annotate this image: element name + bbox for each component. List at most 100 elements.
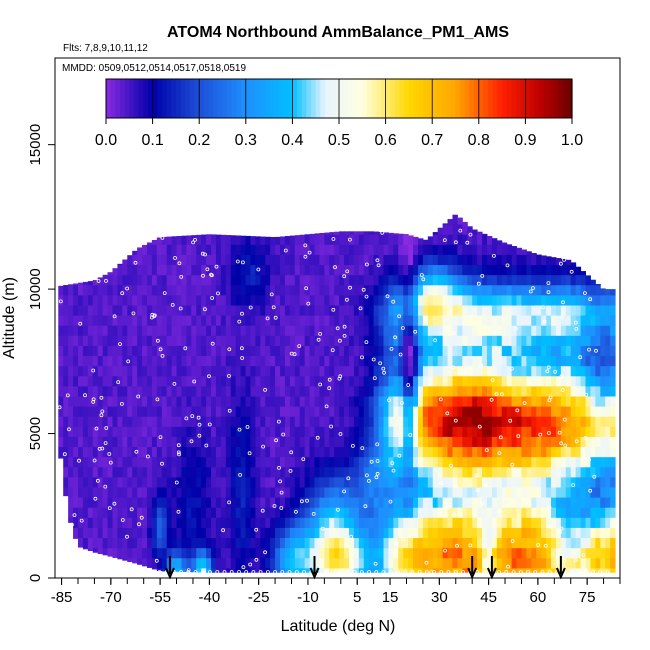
heatmap-cell bbox=[255, 294, 261, 306]
heatmap-cell bbox=[536, 547, 542, 559]
heatmap-cell bbox=[349, 446, 355, 458]
heatmap-cell bbox=[142, 487, 148, 498]
heatmap-cell bbox=[225, 385, 232, 397]
heatmap-cell bbox=[191, 547, 197, 559]
heatmap-cell bbox=[201, 284, 207, 296]
heatmap-cell bbox=[314, 244, 320, 255]
sample-point bbox=[256, 267, 261, 272]
heatmap-cell bbox=[383, 264, 389, 276]
heatmap-cell bbox=[245, 497, 251, 508]
heatmap-cell bbox=[186, 557, 192, 569]
heatmap-cell bbox=[117, 345, 123, 357]
heatmap-cell bbox=[240, 487, 247, 498]
heatmap-cell bbox=[211, 527, 217, 539]
heatmap-cell bbox=[496, 476, 503, 488]
heatmap-cell bbox=[265, 335, 271, 346]
heatmap-cell bbox=[393, 345, 399, 357]
heatmap-cell bbox=[383, 274, 389, 286]
heatmap-cell bbox=[413, 365, 419, 377]
colorbar-segment bbox=[497, 79, 503, 118]
sample-point bbox=[584, 392, 589, 397]
heatmap-cell bbox=[260, 476, 266, 488]
heatmap-cell bbox=[191, 235, 197, 245]
heatmap-cell bbox=[349, 315, 355, 326]
heatmap-cell bbox=[284, 396, 291, 407]
sample-point bbox=[216, 291, 220, 296]
heatmap-cell bbox=[373, 476, 380, 488]
heatmap-cell bbox=[245, 254, 251, 266]
heatmap-cell bbox=[314, 547, 320, 559]
heatmap-cell bbox=[506, 547, 513, 559]
heatmap-cell bbox=[215, 476, 222, 488]
heatmap-cell bbox=[304, 234, 311, 245]
heatmap-cell bbox=[373, 375, 380, 387]
colorbar-tick-label: 0.4 bbox=[281, 132, 303, 149]
heatmap-cell bbox=[304, 557, 311, 569]
heatmap-cell bbox=[388, 355, 394, 367]
heatmap-cell bbox=[521, 456, 527, 468]
sample-point bbox=[594, 348, 598, 353]
heatmap-cell bbox=[393, 567, 399, 573]
sample-point bbox=[227, 347, 232, 352]
heatmap-cell bbox=[501, 406, 508, 417]
heatmap-cell bbox=[467, 557, 473, 569]
heatmap-cell bbox=[299, 355, 306, 367]
heatmap-cell bbox=[516, 567, 522, 573]
heatmap-cell bbox=[511, 517, 518, 528]
heatmap-cell bbox=[275, 335, 281, 346]
heatmap-cell bbox=[565, 426, 572, 437]
heatmap-cell bbox=[541, 446, 547, 458]
heatmap-cell bbox=[235, 446, 242, 458]
heatmap-cell bbox=[595, 537, 601, 549]
sample-point bbox=[541, 305, 545, 310]
heatmap-cell bbox=[275, 527, 281, 539]
heatmap-cell bbox=[447, 219, 453, 225]
heatmap-cell bbox=[349, 487, 355, 498]
heatmap-cell bbox=[314, 557, 320, 569]
sample-point bbox=[331, 307, 336, 312]
heatmap-cell bbox=[260, 446, 266, 458]
heatmap-cell bbox=[255, 375, 261, 387]
heatmap-cell bbox=[186, 507, 192, 518]
heatmap-cell bbox=[82, 527, 89, 539]
heatmap-cell bbox=[284, 416, 291, 427]
heatmap-cell bbox=[565, 436, 572, 448]
heatmap-cell bbox=[477, 375, 483, 387]
heatmap-cell bbox=[531, 507, 537, 518]
sample-point bbox=[505, 263, 510, 268]
heatmap-cell bbox=[560, 274, 567, 286]
sample-point bbox=[237, 570, 241, 574]
heatmap-cell bbox=[225, 456, 232, 468]
heatmap-cell bbox=[319, 325, 325, 336]
heatmap-cell bbox=[383, 507, 389, 518]
heatmap-cell bbox=[280, 406, 286, 417]
heatmap-cell bbox=[378, 476, 384, 488]
heatmap-cell bbox=[250, 244, 256, 255]
heatmap-cell bbox=[171, 487, 178, 498]
heatmap-cell bbox=[447, 436, 453, 448]
heatmap-cell bbox=[442, 547, 449, 559]
heatmap-cell bbox=[551, 385, 557, 397]
heatmap-cell bbox=[176, 497, 182, 508]
heatmap-cell bbox=[506, 487, 513, 498]
heatmap-cell bbox=[265, 294, 271, 306]
heatmap-cell bbox=[68, 284, 74, 296]
sample-point bbox=[62, 452, 67, 457]
heatmap-cell bbox=[334, 375, 340, 387]
heatmap-cell bbox=[97, 325, 104, 336]
heatmap-cell bbox=[585, 527, 591, 539]
heatmap-cell bbox=[422, 557, 429, 569]
heatmap-cell bbox=[250, 294, 256, 306]
heatmap-cell bbox=[102, 517, 109, 528]
heatmap-cell bbox=[575, 476, 582, 488]
heatmap-cell bbox=[408, 476, 414, 488]
sample-point bbox=[587, 457, 591, 462]
heatmap-cell bbox=[501, 365, 508, 377]
colorbar-segment bbox=[520, 79, 526, 118]
heatmap-cell bbox=[151, 557, 158, 569]
heatmap-cell bbox=[373, 234, 380, 245]
heatmap-cell bbox=[280, 517, 286, 528]
heatmap-cell bbox=[240, 466, 247, 478]
heatmap-cell bbox=[388, 426, 394, 437]
heatmap-cell bbox=[496, 375, 503, 387]
